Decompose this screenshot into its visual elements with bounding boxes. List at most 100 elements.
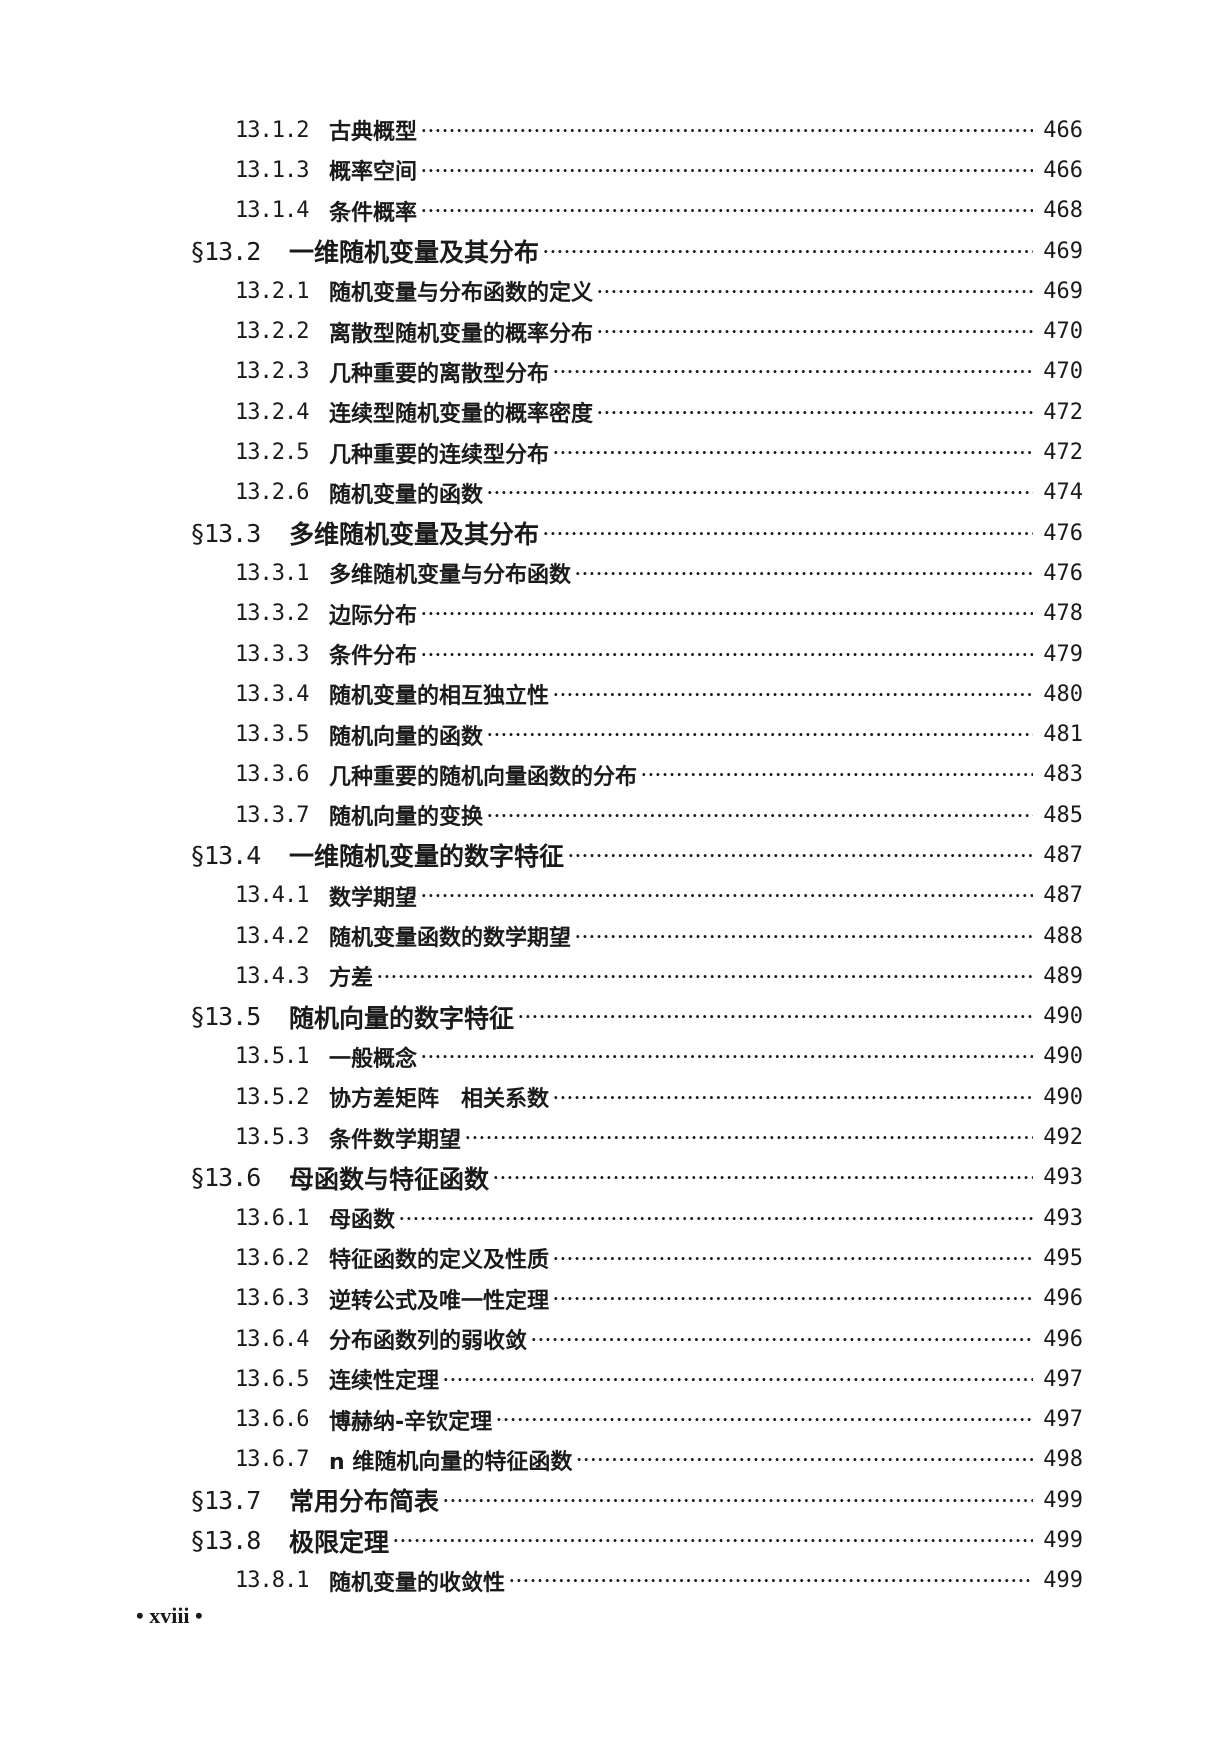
entry-number: §13.2 <box>190 236 261 266</box>
dot-leader: ········································… <box>568 845 1033 865</box>
entry-title: 连续型随机变量的概率密度 <box>329 402 594 428</box>
entry-number: 13.2.5 <box>235 440 309 466</box>
entry-page: 466 <box>1043 117 1083 143</box>
toc-subsection-entry: 13.5.3 条件数学期望 ····························… <box>0 1117 1210 1157</box>
toc-subsection-entry: 13.2.1 随机变量与分布函数的定义 ······················… <box>0 271 1210 311</box>
dot-leader: ········································… <box>443 1369 1033 1389</box>
entry-number: 13.2.1 <box>235 278 309 304</box>
dot-leader: ········································… <box>575 563 1033 583</box>
entry-number: 13.2.6 <box>235 480 309 506</box>
entry-title: 特征函数的定义及性质 <box>329 1248 550 1274</box>
entry-title: 离散型随机变量的概率分布 <box>329 321 594 347</box>
entry-page: 499 <box>1043 1487 1083 1513</box>
dot-leader: ········································… <box>641 765 1033 785</box>
entry-number: §13.6 <box>190 1163 261 1193</box>
entry-title: 一维随机变量的数字特征 <box>289 842 565 872</box>
dot-leader: ········································… <box>543 523 1033 543</box>
dot-leader: ········································… <box>597 281 1033 301</box>
toc-subsection-entry: 13.3.6 几种重要的随机向量函数的分布 ····················… <box>0 755 1210 795</box>
entry-title: 条件概率 <box>329 200 418 226</box>
toc-subsection-entry: 13.6.3 逆转公式及唯一性定理 ························… <box>0 1279 1210 1319</box>
entry-page: 466 <box>1043 157 1083 183</box>
entry-title: 边际分布 <box>329 603 418 629</box>
toc-subsection-entry: 13.3.5 随机向量的函数 ···························… <box>0 714 1210 754</box>
toc-subsection-entry: 13.3.1 多维随机变量与分布函数 ·······················… <box>0 553 1210 593</box>
entry-number: §13.8 <box>190 1526 261 1556</box>
dot-leader: ········································… <box>509 1571 1033 1591</box>
page-number-footer: • xviii • <box>136 1603 203 1628</box>
toc-subsection-entry: 13.6.7 n 维随机向量的特征函数 ······················… <box>0 1440 1210 1480</box>
toc-subsection-entry: 13.6.1 母函数 ·······························… <box>0 1198 1210 1238</box>
entry-number: 13.1.4 <box>235 198 309 224</box>
entry-page: 478 <box>1043 601 1083 627</box>
toc-section-entry: §13.6 母函数与特征函数 ···························… <box>0 1158 1210 1198</box>
dot-leader: ········································… <box>487 725 1033 745</box>
entry-number: 13.4.2 <box>235 923 309 949</box>
entry-page: 472 <box>1043 399 1083 425</box>
entry-number: 13.6.5 <box>235 1366 309 1392</box>
entry-title: 随机向量的函数 <box>329 724 484 750</box>
entry-title: 母函数 <box>329 1208 396 1234</box>
entry-page: 474 <box>1043 480 1083 506</box>
entry-number: 13.2.2 <box>235 319 309 345</box>
entry-title: 几种重要的随机向量函数的分布 <box>329 764 638 790</box>
entry-title: 随机变量的收敛性 <box>329 1570 506 1596</box>
toc-subsection-entry: 13.1.4 条件概率 ······························… <box>0 191 1210 231</box>
dot-leader: ········································… <box>421 201 1033 221</box>
dot-leader: ········································… <box>553 362 1033 382</box>
toc-section-entry: §13.3 多维随机变量及其分布 ·························… <box>0 513 1210 553</box>
entry-title: n 维随机向量的特征函数 <box>329 1449 573 1475</box>
toc-subsection-entry: 13.4.3 方差 ································… <box>0 956 1210 996</box>
toc-subsection-entry: 13.3.3 条件分布 ······························… <box>0 634 1210 674</box>
entry-page: 490 <box>1043 1084 1083 1110</box>
entry-page: 487 <box>1043 883 1083 909</box>
toc-subsection-entry: 13.6.6 博赫纳-辛钦定理 ··························… <box>0 1400 1210 1440</box>
entry-title: 母函数与特征函数 <box>289 1164 490 1194</box>
dot-leader: ········································… <box>487 483 1033 503</box>
toc-subsection-entry: 13.8.1 随机变量的收敛性 ··························… <box>0 1561 1210 1601</box>
entry-title: 数学期望 <box>329 885 418 911</box>
toc-subsection-entry: 13.3.4 随机变量的相互独立性 ························… <box>0 674 1210 714</box>
entry-page: 499 <box>1043 1528 1083 1554</box>
dot-leader: ········································… <box>443 1490 1033 1510</box>
toc-subsection-entry: 13.6.5 连续性定理 ·····························… <box>0 1359 1210 1399</box>
table-of-contents: 13.1.2 古典概型 ······························… <box>0 110 1210 1601</box>
dot-leader: ········································… <box>487 805 1033 825</box>
entry-page: 469 <box>1043 278 1083 304</box>
entry-title: 古典概型 <box>329 120 418 146</box>
entry-number: 13.5.3 <box>235 1125 309 1151</box>
entry-page: 489 <box>1043 963 1083 989</box>
toc-subsection-entry: 13.4.1 数学期望 ······························… <box>0 876 1210 916</box>
dot-leader: ········································… <box>421 120 1033 140</box>
entry-page: 490 <box>1043 1044 1083 1070</box>
entry-title: 一般概念 <box>329 1046 418 1072</box>
dot-leader: ········································… <box>465 1128 1033 1148</box>
entry-title: 几种重要的离散型分布 <box>329 361 550 387</box>
dot-leader: ········································… <box>597 322 1033 342</box>
toc-subsection-entry: 13.5.2 协方差矩阵 相关系数 ························… <box>0 1077 1210 1117</box>
entry-number: 13.2.3 <box>235 359 309 385</box>
entry-number: 13.5.1 <box>235 1044 309 1070</box>
toc-subsection-entry: 13.5.1 一般概念 ······························… <box>0 1037 1210 1077</box>
entry-page: 495 <box>1043 1245 1083 1271</box>
toc-section-entry: §13.4 一维随机变量的数字特征 ························… <box>0 835 1210 875</box>
entry-title: 常用分布简表 <box>289 1487 440 1517</box>
entry-title: 多维随机变量与分布函数 <box>329 563 572 589</box>
dot-leader: ········································… <box>553 684 1033 704</box>
entry-number: 13.8.1 <box>235 1568 309 1594</box>
entry-page: 487 <box>1043 842 1083 868</box>
entry-page: 472 <box>1043 440 1083 466</box>
entry-title: 极限定理 <box>289 1527 390 1557</box>
entry-number: 13.5.2 <box>235 1084 309 1110</box>
entry-page: 497 <box>1043 1366 1083 1392</box>
entry-page: 469 <box>1043 238 1083 264</box>
entry-page: 483 <box>1043 762 1083 788</box>
entry-title: 几种重要的连续型分布 <box>329 442 550 468</box>
entry-page: 496 <box>1043 1326 1083 1352</box>
entry-number: 13.3.7 <box>235 802 309 828</box>
dot-leader: ········································… <box>421 604 1033 624</box>
toc-subsection-entry: 13.2.3 几种重要的离散型分布 ························… <box>0 352 1210 392</box>
entry-page: 497 <box>1043 1407 1083 1433</box>
toc-section-entry: §13.2 一维随机变量及其分布 ·························… <box>0 231 1210 271</box>
entry-number: 13.6.1 <box>235 1205 309 1231</box>
